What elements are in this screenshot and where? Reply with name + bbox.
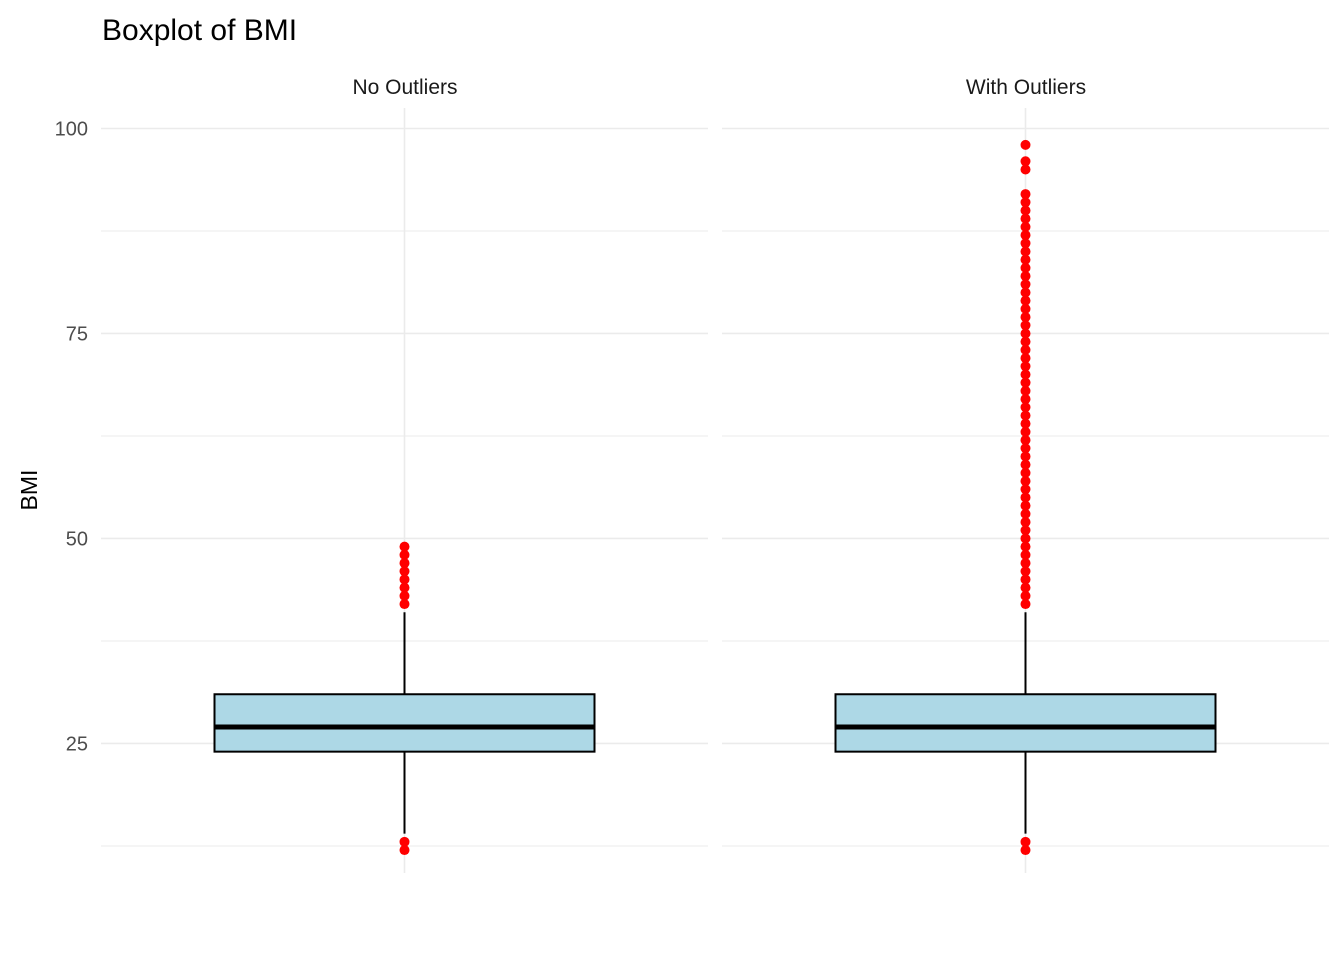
outlier-point (399, 566, 410, 577)
outlier-point (399, 549, 410, 560)
outlier-point (1020, 320, 1031, 331)
outlier-point (1020, 558, 1031, 569)
outlier-point (1020, 213, 1031, 224)
outlier-point (1020, 410, 1031, 421)
outlier-point (1020, 492, 1031, 503)
outlier-point (1020, 517, 1031, 528)
outlier-point (1020, 418, 1031, 429)
outlier-point (1020, 295, 1031, 306)
outlier-point (1020, 205, 1031, 216)
outlier-point (1020, 254, 1031, 265)
outlier-point (399, 574, 410, 585)
outlier-point (1020, 189, 1031, 200)
outlier-point (1020, 574, 1031, 585)
panel-no-outliers: No Outliers (101, 76, 708, 873)
iqr-box (213, 693, 596, 753)
outlier-point (399, 582, 410, 593)
outlier-point (1020, 164, 1031, 175)
outlier-point (1020, 590, 1031, 601)
outlier-point (1020, 476, 1031, 487)
outlier-point (1020, 500, 1031, 511)
y-tick-labels: 25 50 75 100 (55, 118, 88, 755)
outlier-point (1020, 451, 1031, 462)
y-tick-label: 50 (66, 528, 88, 550)
outlier-point (1020, 435, 1031, 446)
outlier-point (1020, 385, 1031, 396)
outlier-point (1020, 508, 1031, 519)
outlier-point (1020, 156, 1031, 167)
outlier-point (1020, 369, 1031, 380)
outlier-point (1020, 443, 1031, 454)
outlier-point (1020, 197, 1031, 208)
outlier-point (399, 590, 410, 601)
outlier-point (1020, 533, 1031, 544)
outlier-point (1020, 582, 1031, 593)
panel-strip-label: No Outliers (352, 76, 457, 99)
panel-strip-label: With Outliers (966, 76, 1086, 99)
outlier-point (1020, 139, 1031, 150)
outlier-point (1020, 394, 1031, 405)
outlier-point (1020, 525, 1031, 536)
outlier-point (1020, 238, 1031, 249)
outlier-point (1020, 484, 1031, 495)
outlier-point (1020, 361, 1031, 372)
outlier-point (1020, 845, 1031, 856)
outlier-point (1020, 353, 1031, 364)
outlier-point (1020, 426, 1031, 437)
outlier-point (1020, 262, 1031, 273)
outlier-point (1020, 279, 1031, 290)
outlier-point (1020, 836, 1031, 847)
outlier-point (1020, 336, 1031, 347)
outlier-point (1020, 599, 1031, 610)
outlier-point (1020, 459, 1031, 470)
outlier-point (1020, 328, 1031, 339)
outlier-point (1020, 312, 1031, 323)
outlier-point (399, 599, 410, 610)
outlier-point (1020, 377, 1031, 388)
outlier-point (1020, 566, 1031, 577)
outlier-point (1020, 467, 1031, 478)
outlier-point (399, 541, 410, 552)
outlier-point (399, 836, 410, 847)
outlier-point (1020, 541, 1031, 552)
outlier-point (1020, 230, 1031, 241)
y-axis-label: BMI (16, 470, 42, 511)
y-tick-label: 25 (66, 733, 88, 755)
outlier-point (1020, 549, 1031, 560)
outlier-point (1020, 287, 1031, 298)
outlier-point (1020, 221, 1031, 232)
outlier-point (1020, 271, 1031, 282)
outlier-point (1020, 344, 1031, 355)
y-tick-label: 100 (55, 118, 88, 140)
outlier-point (1020, 303, 1031, 314)
outlier-point (399, 558, 410, 569)
panel-with-outliers: With Outliers (722, 76, 1329, 873)
outlier-point (399, 845, 410, 856)
outlier-point (1020, 246, 1031, 257)
y-tick-label: 75 (66, 323, 88, 345)
outlier-point (1020, 402, 1031, 413)
chart-title: Boxplot of BMI (102, 14, 297, 47)
iqr-box (834, 693, 1217, 753)
